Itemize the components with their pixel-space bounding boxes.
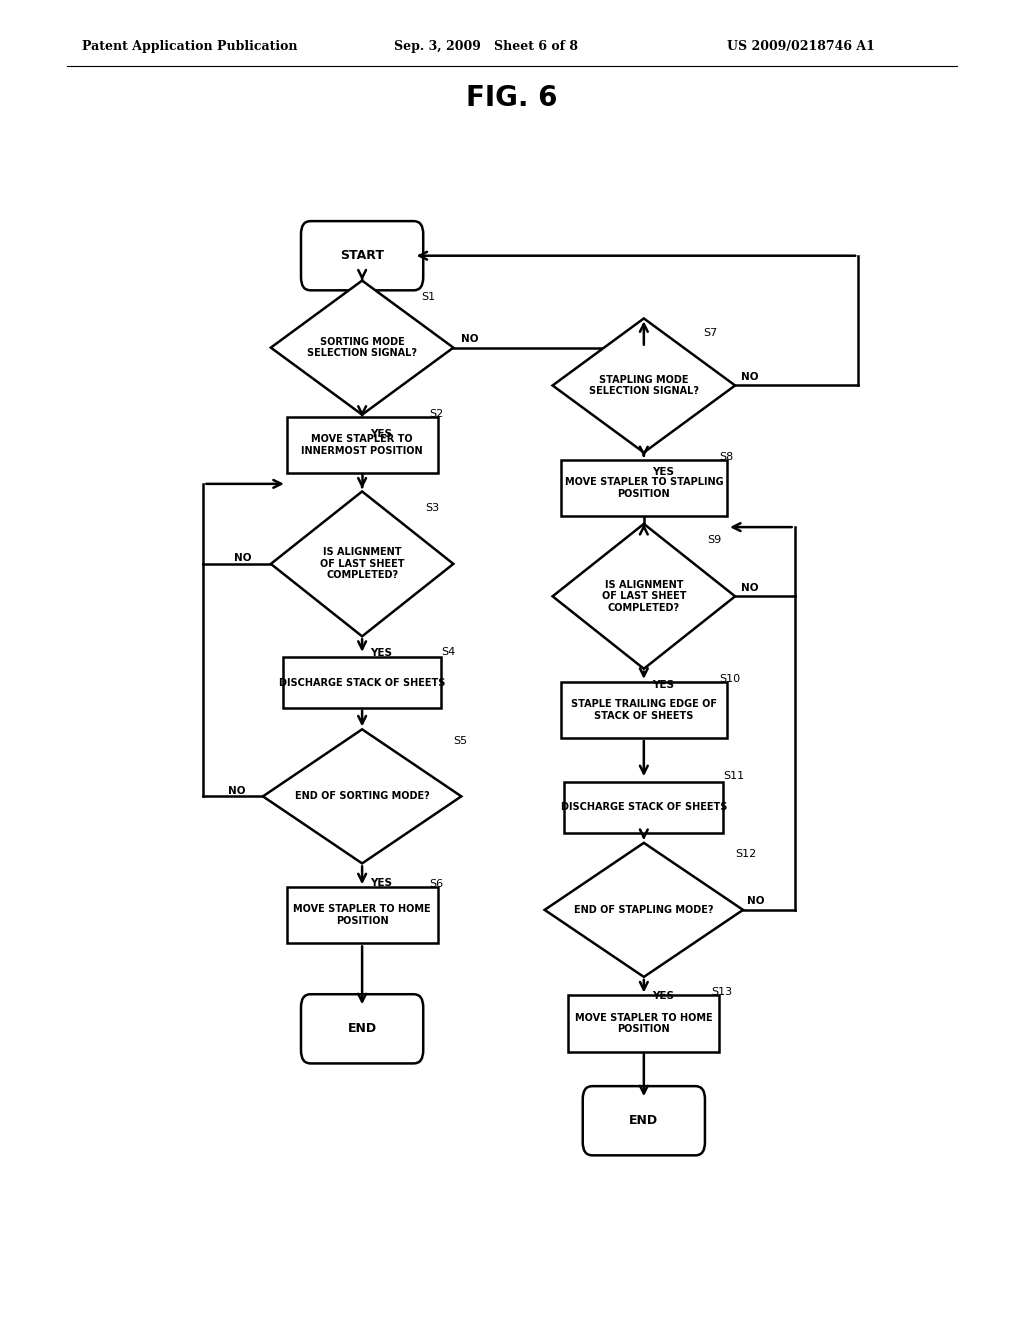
Text: MOVE STAPLER TO HOME
POSITION: MOVE STAPLER TO HOME POSITION (293, 904, 431, 927)
Text: YES: YES (652, 467, 674, 477)
Text: DISCHARGE STACK OF SHEETS: DISCHARGE STACK OF SHEETS (561, 803, 727, 812)
Text: S10: S10 (719, 675, 740, 684)
Text: NO: NO (741, 582, 759, 593)
Text: NO: NO (461, 334, 479, 345)
Text: S4: S4 (441, 647, 456, 657)
Text: S13: S13 (712, 987, 732, 998)
Text: END OF STAPLING MODE?: END OF STAPLING MODE? (574, 906, 714, 915)
Polygon shape (553, 524, 735, 669)
Bar (287, 417, 437, 473)
Text: YES: YES (370, 429, 392, 440)
Bar (283, 657, 441, 709)
Text: S5: S5 (454, 735, 468, 746)
Text: NO: NO (741, 372, 759, 381)
Text: S11: S11 (723, 771, 744, 781)
Polygon shape (263, 730, 461, 863)
Text: STAPLING MODE
SELECTION SIGNAL?: STAPLING MODE SELECTION SIGNAL? (589, 375, 698, 396)
Text: S2: S2 (430, 409, 443, 418)
Text: US 2009/0218746 A1: US 2009/0218746 A1 (727, 40, 874, 53)
Text: FIG. 6: FIG. 6 (466, 83, 558, 112)
Text: START: START (340, 249, 384, 263)
Text: YES: YES (370, 648, 392, 657)
Polygon shape (270, 281, 454, 414)
Text: STAPLE TRAILING EDGE OF
STACK OF SHEETS: STAPLE TRAILING EDGE OF STACK OF SHEETS (570, 700, 717, 721)
Text: Sep. 3, 2009   Sheet 6 of 8: Sep. 3, 2009 Sheet 6 of 8 (394, 40, 579, 53)
FancyBboxPatch shape (301, 994, 423, 1064)
Text: END OF SORTING MODE?: END OF SORTING MODE? (295, 792, 429, 801)
Polygon shape (270, 491, 454, 636)
Text: IS ALIGNMENT
OF LAST SHEET
COMPLETED?: IS ALIGNMENT OF LAST SHEET COMPLETED? (319, 548, 404, 581)
Text: S8: S8 (719, 453, 733, 462)
FancyBboxPatch shape (583, 1086, 705, 1155)
Text: MOVE STAPLER TO
INNERMOST POSITION: MOVE STAPLER TO INNERMOST POSITION (301, 434, 423, 455)
Text: S7: S7 (703, 327, 718, 338)
Text: MOVE STAPLER TO STAPLING
POSITION: MOVE STAPLER TO STAPLING POSITION (564, 478, 723, 499)
Text: IS ALIGNMENT
OF LAST SHEET
COMPLETED?: IS ALIGNMENT OF LAST SHEET COMPLETED? (601, 579, 686, 612)
Text: S1: S1 (422, 292, 436, 302)
Text: S6: S6 (430, 879, 443, 890)
Bar (560, 461, 727, 516)
Text: Patent Application Publication: Patent Application Publication (82, 40, 297, 53)
Bar (564, 781, 723, 833)
Text: MOVE STAPLER TO HOME
POSITION: MOVE STAPLER TO HOME POSITION (575, 1012, 713, 1035)
Text: S3: S3 (426, 503, 439, 513)
Text: YES: YES (652, 991, 674, 1002)
Text: DISCHARGE STACK OF SHEETS: DISCHARGE STACK OF SHEETS (279, 677, 445, 688)
Bar (560, 681, 727, 738)
Text: END: END (630, 1114, 658, 1127)
Text: NO: NO (748, 896, 765, 907)
Text: YES: YES (370, 878, 392, 888)
Text: SORTING MODE
SELECTION SIGNAL?: SORTING MODE SELECTION SIGNAL? (307, 337, 417, 359)
Text: NO: NO (228, 785, 246, 796)
Text: S12: S12 (735, 849, 757, 859)
Text: S9: S9 (708, 536, 722, 545)
Polygon shape (553, 318, 735, 453)
Polygon shape (545, 843, 743, 977)
Text: NO: NO (233, 553, 251, 564)
Bar (568, 995, 719, 1052)
Text: YES: YES (652, 680, 674, 690)
Text: END: END (347, 1022, 377, 1035)
FancyBboxPatch shape (301, 222, 423, 290)
Bar (287, 887, 437, 944)
